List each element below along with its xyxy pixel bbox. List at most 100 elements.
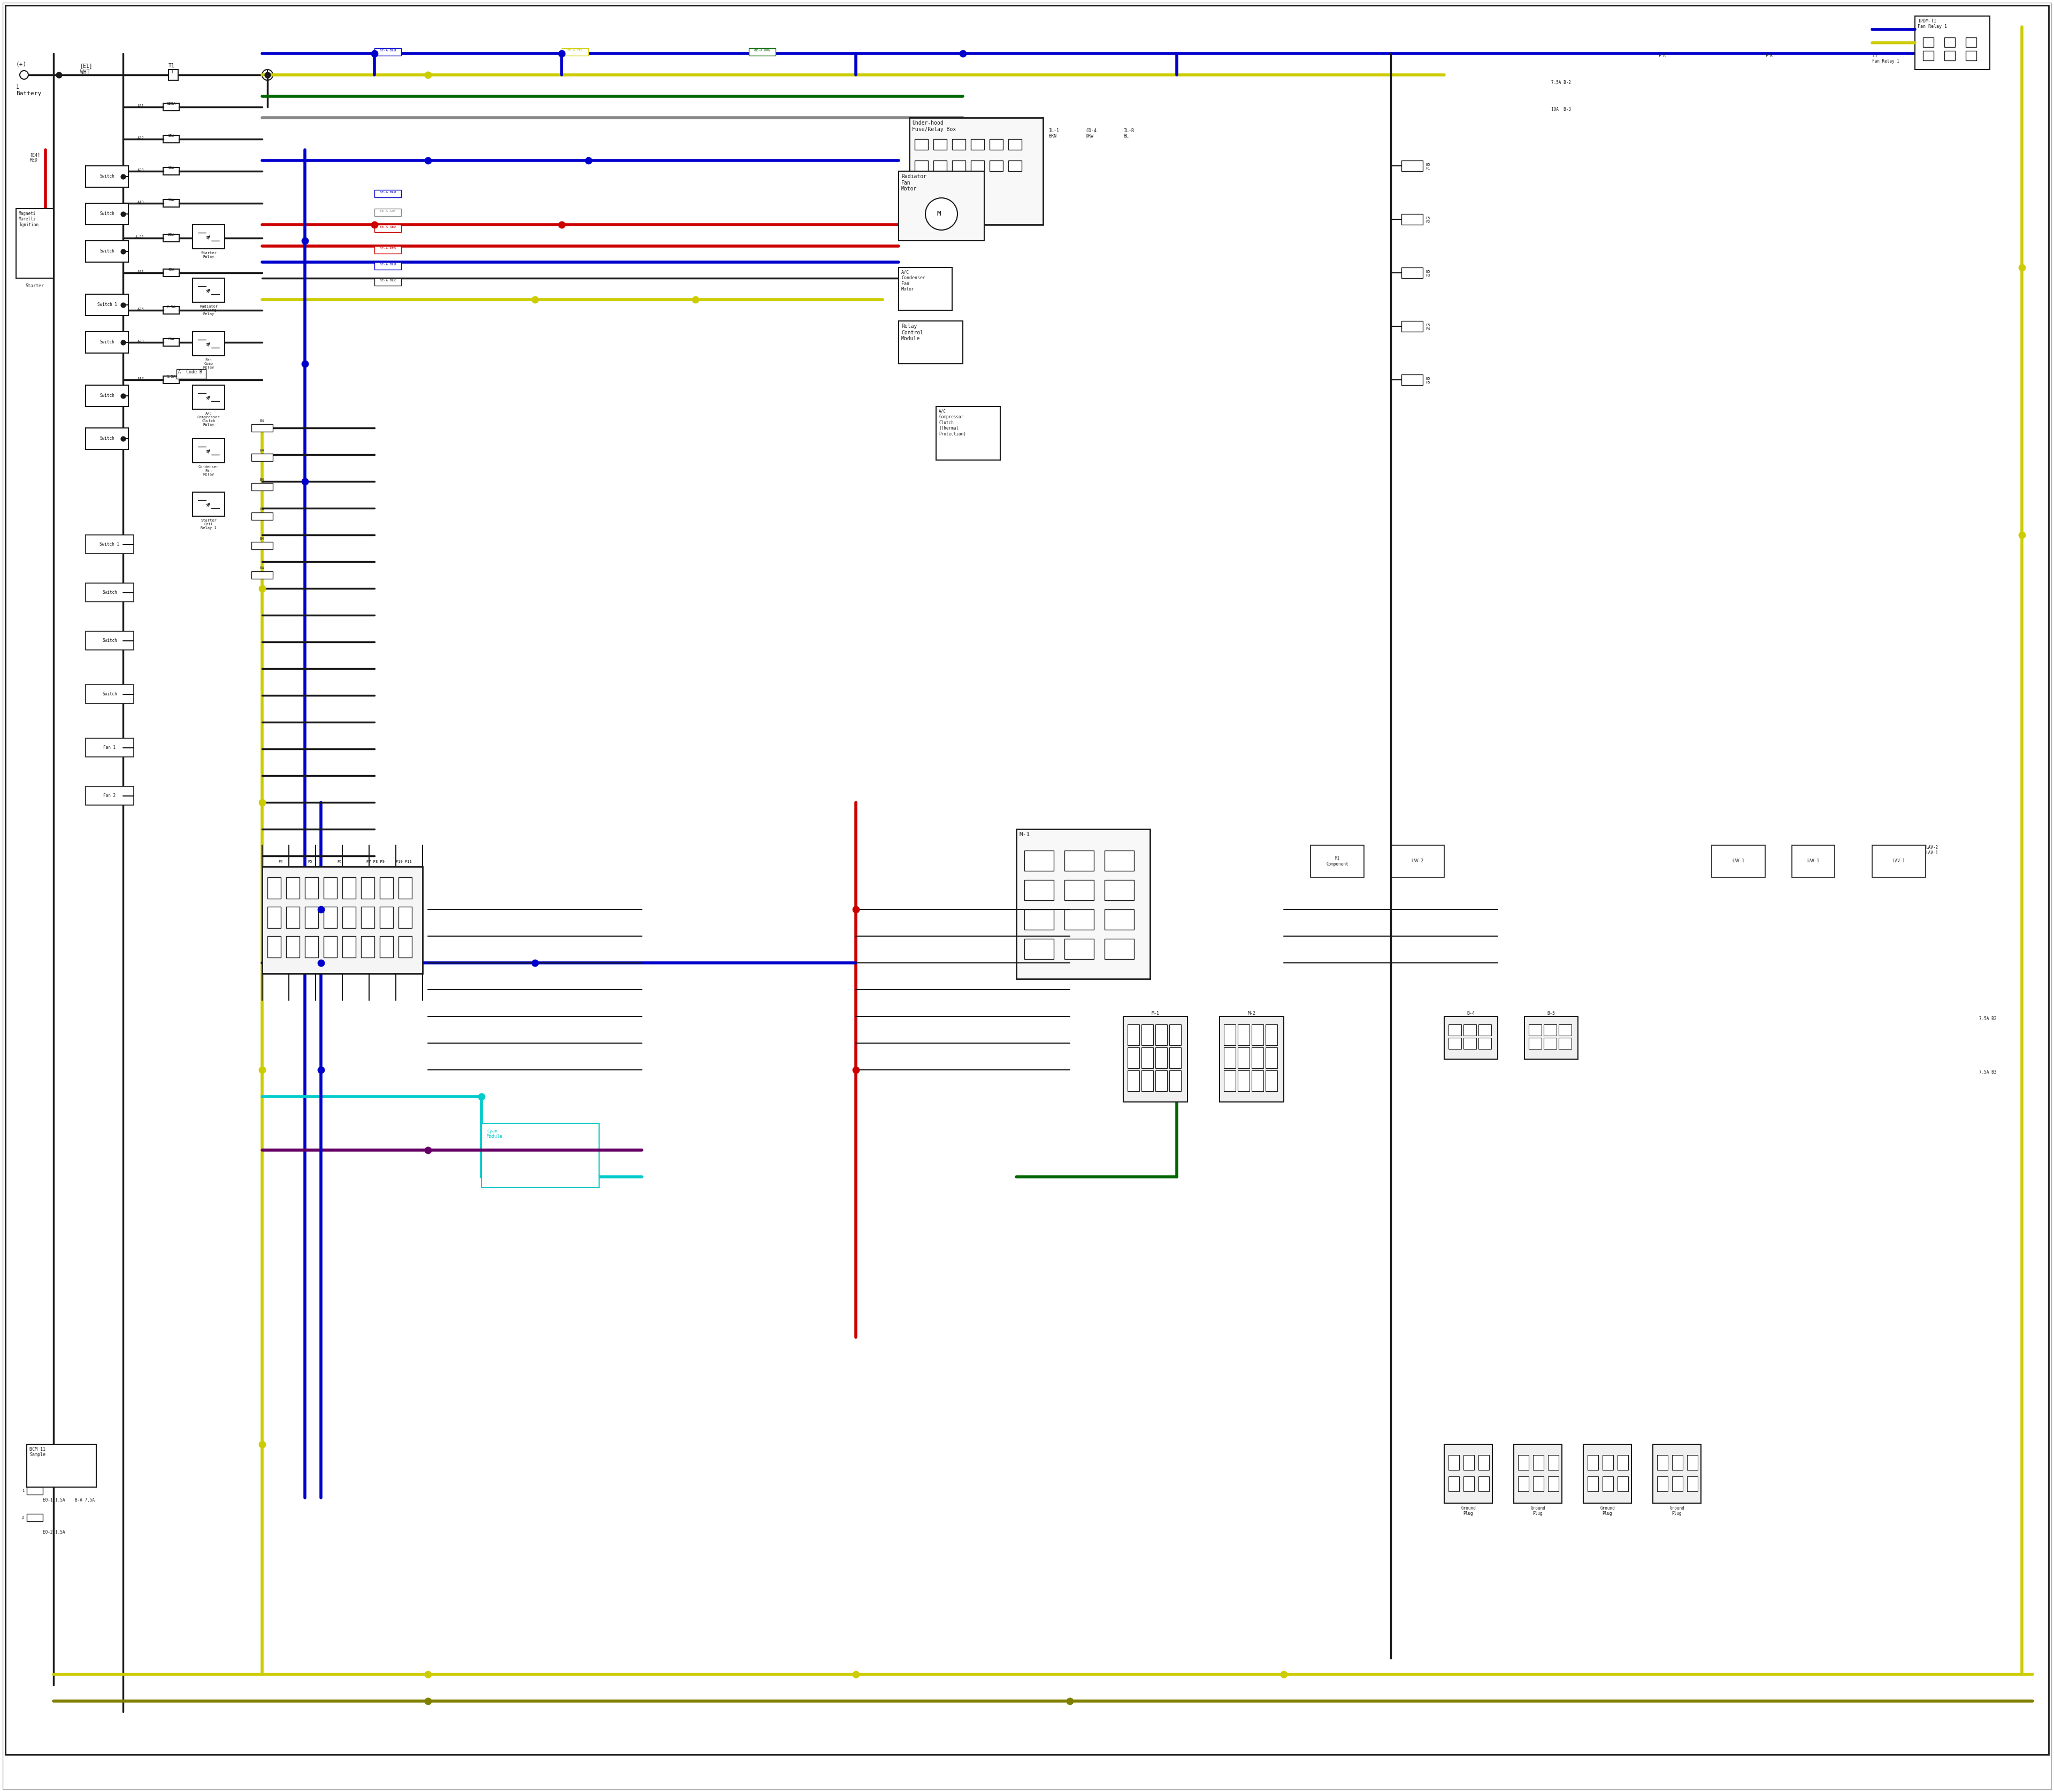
Bar [1559,1038,1571,1048]
Bar [193,278,224,303]
Bar [1518,1455,1528,1469]
Bar [398,907,413,928]
Bar [374,262,401,269]
Bar [162,136,179,143]
Text: P4: P4 [277,860,283,864]
Text: 40A: 40A [168,269,175,271]
Text: 1: 1 [16,84,18,90]
Bar [177,369,205,378]
Bar [380,878,392,898]
Point [947,39,980,68]
Bar [1239,1025,1249,1045]
Bar [1239,1047,1249,1068]
Bar [1532,1455,1545,1469]
Bar [1658,1477,1668,1491]
Bar [374,190,401,197]
Text: A29: A29 [138,340,144,342]
Bar [304,935,318,957]
Text: 7.5A B2: 7.5A B2 [1980,1016,1996,1021]
Bar [1549,1477,1559,1491]
Bar [86,167,127,186]
Text: A21: A21 [138,271,144,274]
Bar [86,685,134,704]
Bar [1653,1444,1701,1503]
Bar [1711,846,1764,878]
Bar [86,787,134,805]
Text: Switch: Switch [99,394,115,398]
Bar [1602,1477,1612,1491]
Bar [1251,1070,1263,1091]
Bar [1265,1070,1278,1091]
Bar [267,907,281,928]
Text: Cyan
Module: Cyan Module [487,1129,503,1140]
Bar [1401,161,1423,172]
Text: [E4]: [E4] [29,152,41,158]
Point [571,147,604,176]
Bar [933,140,947,151]
Bar [1966,50,1976,61]
Bar [380,907,392,928]
Bar [1154,1025,1167,1045]
Text: LAV-1: LAV-1 [1732,858,1744,864]
Text: E5
F5: E5 F5 [1425,376,1430,383]
Bar [1265,1025,1278,1045]
Bar [1391,846,1444,878]
Circle shape [926,197,957,229]
Bar [374,48,401,56]
Text: A19: A19 [138,201,144,204]
Bar [900,321,963,364]
Bar [1448,1038,1460,1048]
Text: 1: 1 [23,1489,25,1493]
Bar [1462,1477,1475,1491]
Point [304,894,337,923]
Point [840,1659,873,1688]
Bar [953,140,965,151]
Point [544,39,577,68]
Text: WHT: WHT [80,70,90,75]
Bar [27,1487,43,1495]
Text: B4: B4 [259,507,265,511]
Text: Radiator
Cooling
Relay: Radiator Cooling Relay [199,305,218,315]
Bar [1401,213,1423,224]
Bar [1142,1047,1152,1068]
Point [288,349,320,378]
Bar [251,541,273,550]
Text: 7.5A B3: 7.5A B3 [1980,1070,1996,1075]
Point [246,1430,279,1459]
Text: Switch: Switch [99,435,115,441]
Bar [1064,851,1095,871]
Text: A-21: A-21 [136,235,144,238]
Bar [1128,1025,1140,1045]
Text: 10A  B-3: 10A B-3 [1551,108,1571,111]
Bar [263,867,423,973]
Point [411,1686,444,1715]
Text: 10A: 10A [168,167,175,170]
Text: Fan 1: Fan 1 [103,745,115,751]
Bar [1009,161,1021,172]
Text: Switch: Switch [99,249,115,254]
Bar [380,935,392,957]
Text: Switch 1: Switch 1 [97,303,117,306]
Text: IL-R
BL: IL-R BL [1124,129,1134,138]
Bar [374,246,401,253]
Bar [86,294,127,315]
Text: P6: P6 [337,860,341,864]
Point [246,573,279,602]
Bar [1602,1455,1612,1469]
Text: M-1: M-1 [1019,831,1029,837]
Text: LAV-2: LAV-2 [1411,858,1423,864]
Bar [86,202,127,224]
Point [251,61,283,90]
Text: M-1: M-1 [1152,1011,1158,1016]
Text: 8E-A BLU: 8E-A BLU [380,263,396,265]
Bar [1105,939,1134,959]
Text: LAV-1: LAV-1 [1892,858,1904,864]
Bar [1871,846,1927,878]
Bar [1017,830,1150,978]
Text: P7 P8 P9: P7 P8 P9 [366,860,384,864]
Bar [1462,1455,1475,1469]
Bar [1401,321,1423,332]
Bar [1672,1477,1682,1491]
Text: 8E-A GRN: 8E-A GRN [754,48,770,52]
Bar [286,878,300,898]
